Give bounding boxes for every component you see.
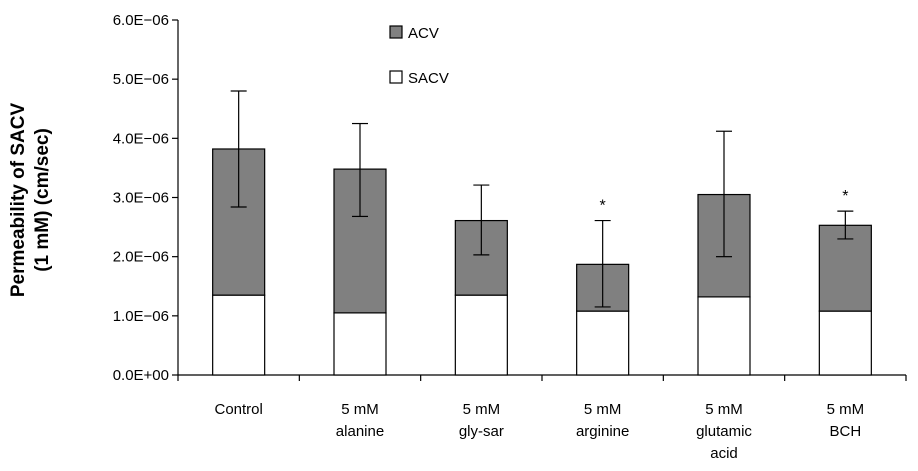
bar-segment-sacv <box>333 312 387 376</box>
significance-markers: ** <box>600 188 849 214</box>
y-axis-title: Permeability of SACV (1 mM) (cm/sec) <box>8 103 53 298</box>
y-tick-label: 2.0E−06 <box>113 249 169 266</box>
bar-segment-sacv <box>212 294 266 376</box>
x-category-label: Control <box>214 401 262 418</box>
bar-segment-sacv <box>818 310 872 376</box>
significance-star: * <box>600 198 606 215</box>
x-category-label-line: glutamic <box>696 423 752 440</box>
x-category-label: 5 mM glutamic acid <box>696 401 752 462</box>
legend-label-acv: ACV <box>408 25 439 42</box>
y-tick-label: 4.0E−06 <box>113 130 169 147</box>
error-bars <box>230 90 854 308</box>
x-category-label-line: arginine <box>576 423 629 440</box>
x-category-label-line: alanine <box>336 423 384 440</box>
y-axis-label: Permeability of SACV (1 mM) (cm/sec) <box>8 103 53 298</box>
y-tick-label: 6.0E−06 <box>113 12 169 29</box>
y-axis-title-line: (1 mM) (cm/sec) <box>32 128 53 272</box>
x-category-label-line: 5 mM <box>827 401 865 418</box>
x-category-label-line: Control <box>214 401 262 418</box>
x-category-label: 5 mM gly-sar <box>459 401 504 440</box>
legend-swatch-sacv <box>389 70 403 84</box>
bar-segment-sacv <box>697 296 751 376</box>
y-tick-label: 0.0E+00 <box>113 367 169 384</box>
x-category-label-line: BCH <box>829 423 861 440</box>
x-category-label-line: gly-sar <box>459 423 504 440</box>
legend: ACV SACV <box>389 25 449 87</box>
x-category-labels: Control 5 mM alanine 5 mM gly-sar 5 mM arginin… <box>214 401 864 462</box>
legend-swatch-acv <box>389 25 403 39</box>
x-category-label: 5 mM arginine <box>576 401 629 440</box>
y-tick-label: 1.0E−06 <box>113 308 169 325</box>
y-tick-label: 3.0E−06 <box>113 190 169 207</box>
x-category-label-line: 5 mM <box>463 401 501 418</box>
bars <box>212 148 872 376</box>
axes: 0.0E+00 1.0E−06 2.0E−06 3.0E−06 4.0E−06 5.0E−… <box>113 12 907 384</box>
bar-segment-sacv <box>576 310 630 376</box>
legend-label-sacv: SACV <box>408 70 449 87</box>
y-axis-title-line: Permeability of SACV <box>8 103 29 298</box>
x-category-label: 5 mM BCH <box>827 401 865 440</box>
x-category-label: 5 mM alanine <box>336 401 384 440</box>
x-category-label-line: 5 mM <box>341 401 379 418</box>
x-category-label-line: 5 mM <box>584 401 622 418</box>
bar-segment-acv <box>818 224 872 312</box>
significance-star: * <box>842 188 848 205</box>
bar-segment-sacv <box>454 294 508 376</box>
x-category-label-line: acid <box>710 445 738 462</box>
x-category-label-line: 5 mM <box>705 401 743 418</box>
y-tick-label: 5.0E−06 <box>113 71 169 88</box>
